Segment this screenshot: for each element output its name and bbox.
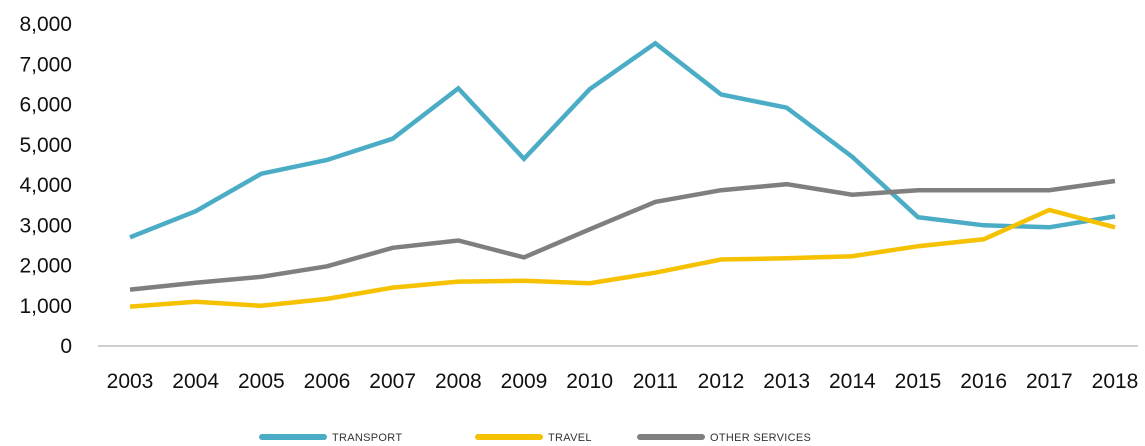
x-tick-label: 2016	[960, 370, 1007, 393]
legend-item-other-services: OTHER SERVICES	[637, 432, 811, 444]
x-tick-label: 2013	[763, 370, 810, 393]
y-tick-label: 5,000	[19, 134, 72, 157]
x-tick-label: 2009	[501, 370, 548, 393]
y-tick-label: 6,000	[19, 94, 72, 117]
x-tick-label: 2015	[895, 370, 942, 393]
legend: TRANSPORT TRAVEL OTHER SERVICES	[259, 432, 811, 444]
legend-item-transport: TRANSPORT	[259, 432, 402, 444]
x-tick-label: 2006	[304, 370, 351, 393]
x-tick-label: 2003	[107, 370, 154, 393]
x-tick-label: 2011	[633, 370, 678, 393]
y-tick-label: 8,000	[19, 13, 72, 36]
legend-item-travel: TRAVEL	[475, 432, 592, 444]
x-tick-label: 2008	[435, 370, 482, 393]
y-tick-label: 0	[60, 335, 72, 358]
legend-label: OTHER SERVICES	[710, 432, 811, 444]
x-tick-label: 2005	[238, 370, 285, 393]
series-line-other-services	[129, 178, 1116, 292]
y-tick-label: 7,000	[19, 53, 72, 76]
series-layer	[129, 40, 1116, 309]
x-tick-label: 2004	[172, 370, 219, 393]
series-line-transport	[129, 40, 1116, 240]
x-tick-label: 2014	[829, 370, 876, 393]
x-tick-label: 2018	[1092, 370, 1139, 393]
x-tick-label: 2007	[369, 370, 416, 393]
legend-label: TRAVEL	[548, 432, 592, 444]
legend-label: TRANSPORT	[332, 432, 402, 444]
x-tick-label: 2017	[1026, 370, 1073, 393]
y-axis: 0 1,000 2,000 3,000 4,000 5,000 6,000 7,000 8,00…	[19, 13, 72, 358]
y-tick-label: 1,000	[19, 295, 72, 318]
y-tick-label: 2,000	[19, 255, 72, 278]
x-axis: 2003 2004 2005 2006 2007 2008 2009 2010 2011 2012…	[107, 370, 1139, 393]
y-tick-label: 3,000	[19, 214, 72, 237]
x-tick-label: 2010	[566, 370, 613, 393]
series-line-travel	[129, 207, 1116, 309]
y-tick-label: 4,000	[19, 174, 72, 197]
x-tick-label: 2012	[698, 370, 745, 393]
